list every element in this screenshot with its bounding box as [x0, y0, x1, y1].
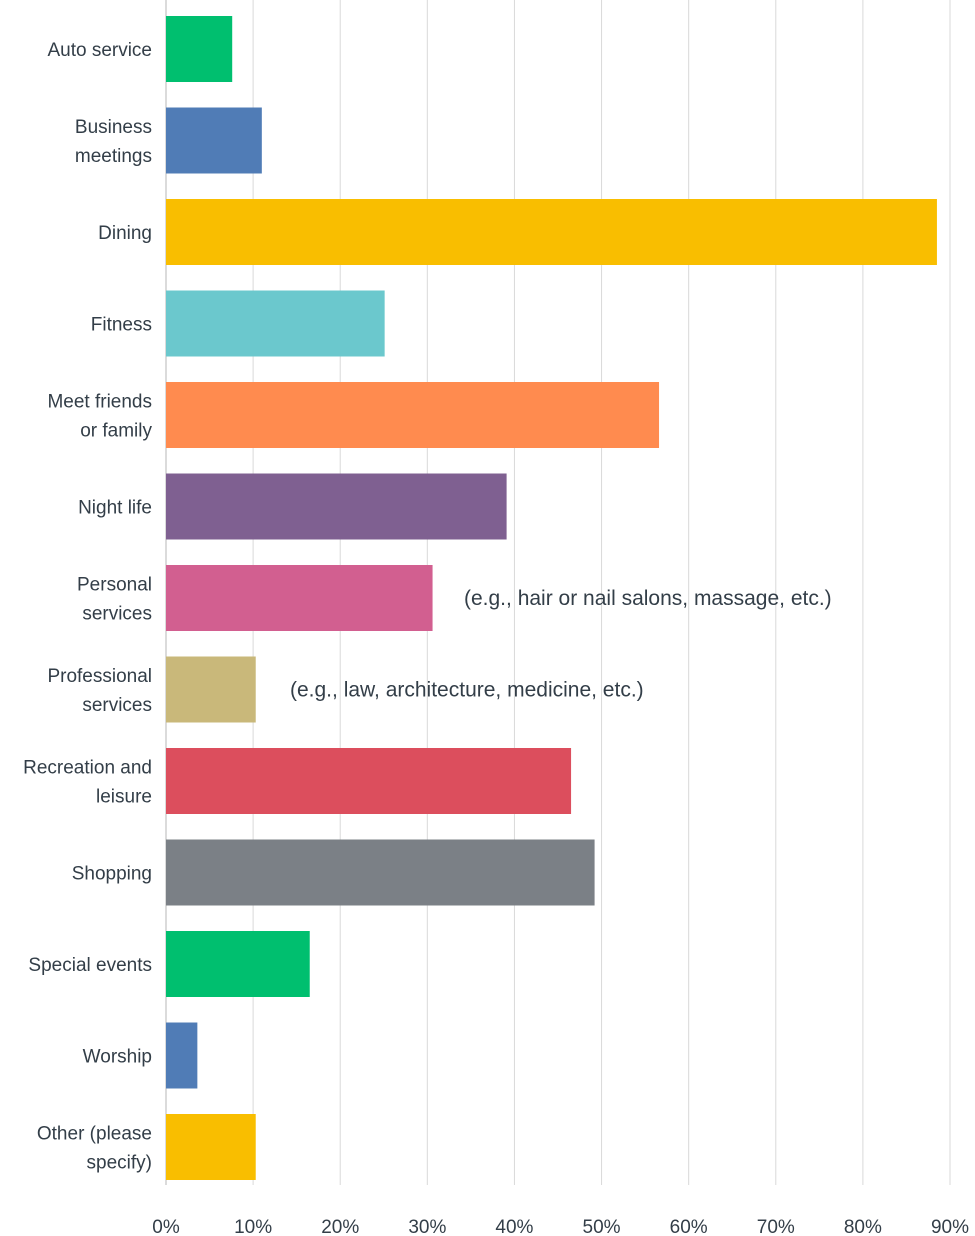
- category-label: Special events: [28, 955, 152, 976]
- category-label: leisure: [96, 787, 152, 808]
- annotation-text: (e.g., law, architecture, medicine, etc.…: [290, 679, 644, 702]
- x-tick-labels: 0% 10% 20% 30% 40% 50% 60% 70% 80% 90%: [152, 1217, 969, 1236]
- category-label: Personal: [77, 575, 152, 596]
- category-label: meetings: [75, 146, 152, 167]
- bar: [166, 1114, 256, 1180]
- x-tick-label: 50%: [583, 1217, 621, 1236]
- bar: [166, 16, 233, 82]
- bars: [166, 16, 937, 1180]
- bar: [166, 931, 310, 997]
- x-tick-label: 90%: [931, 1217, 969, 1236]
- x-tick-label: 80%: [844, 1217, 882, 1236]
- category-label: services: [82, 604, 152, 625]
- category-label: Fitness: [91, 315, 152, 336]
- category-label: Dining: [98, 223, 152, 244]
- category-label: Recreation and: [23, 758, 152, 779]
- bar: [166, 1022, 198, 1089]
- bar: [166, 656, 256, 723]
- category-label: Business: [75, 117, 152, 138]
- x-tick-label: 20%: [321, 1217, 359, 1236]
- grid-lines: [165, 0, 951, 1185]
- x-tick-label: 70%: [757, 1217, 795, 1236]
- bar: [166, 290, 385, 357]
- bar: [166, 199, 937, 265]
- annotation-text: (e.g., hair or nail salons, massage, etc…: [464, 587, 832, 610]
- bar: [166, 473, 507, 540]
- category-label: Shopping: [72, 864, 152, 885]
- category-label: Meet friends: [47, 392, 152, 413]
- category-labels: Auto service Business meetings Dining Fitnes…: [23, 40, 152, 1174]
- category-label: Professional: [47, 666, 152, 687]
- bar: [166, 382, 660, 448]
- annotations: (e.g., hair or nail salons, massage, etc…: [290, 587, 832, 702]
- category-label: or family: [80, 421, 152, 442]
- x-tick-label: 10%: [234, 1217, 272, 1236]
- bar: [166, 565, 433, 631]
- category-label: Night life: [78, 498, 152, 519]
- x-tick-label: 30%: [408, 1217, 446, 1236]
- x-tick-label: 0%: [152, 1217, 180, 1236]
- category-label: Auto service: [47, 40, 152, 61]
- category-label: services: [82, 695, 152, 716]
- bar: [166, 107, 262, 174]
- bar: [166, 748, 572, 814]
- category-label: specify): [87, 1153, 152, 1174]
- x-tick-label: 60%: [670, 1217, 708, 1236]
- category-label: Other (please: [37, 1124, 152, 1145]
- category-label: Worship: [83, 1047, 152, 1068]
- x-tick-label: 40%: [495, 1217, 533, 1236]
- bar: [166, 839, 595, 906]
